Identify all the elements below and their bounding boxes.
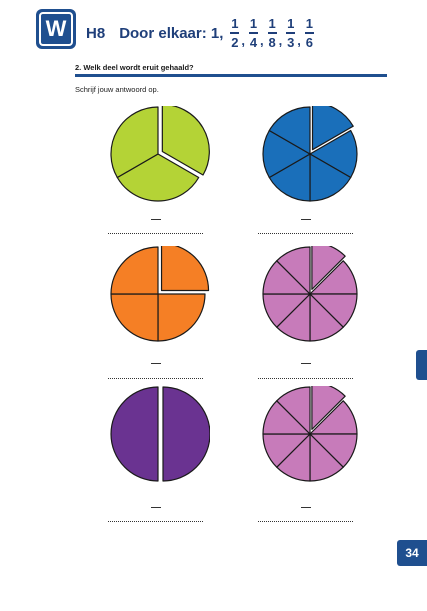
pie-slice — [262, 129, 311, 179]
answer-line[interactable] — [108, 378, 203, 379]
pie-pink-eighths-second — [262, 386, 358, 482]
pie-slice — [110, 246, 159, 295]
logo: W — [36, 9, 76, 49]
pie-slice — [276, 386, 311, 435]
answer-line[interactable] — [108, 521, 203, 522]
pie-slice — [110, 386, 159, 482]
fraction-numerator-line — [151, 363, 161, 364]
pie-slice-removed — [160, 246, 210, 292]
pie-orange-quarters — [110, 246, 210, 342]
answer-line[interactable] — [258, 521, 353, 522]
pie-slice — [110, 293, 159, 342]
pie-slice — [309, 153, 352, 202]
pie-slice — [309, 129, 358, 179]
pie-slice-removed — [311, 246, 346, 290]
chapter-title: Door elkaar: 1, — [119, 24, 224, 42]
title-rule — [75, 74, 387, 77]
pie-slice-removed — [311, 106, 354, 151]
chapter-number: H8 — [86, 24, 106, 42]
assignment-instruction: Schrijf jouw antwoord op. — [75, 85, 159, 94]
fraction-numerator-line — [301, 363, 311, 364]
pie-blue-sixths — [262, 106, 358, 202]
answer-line[interactable] — [108, 233, 203, 234]
fraction-numerator-line — [151, 219, 161, 220]
pie-slice — [268, 153, 311, 202]
pie-green-thirds — [110, 106, 210, 202]
logo-letter: W — [39, 12, 73, 46]
pie-slice-removed — [162, 386, 210, 482]
answer-line[interactable] — [258, 378, 353, 379]
pie-slice — [268, 106, 311, 155]
side-tab — [416, 350, 427, 380]
pie-slice — [276, 246, 311, 295]
fraction-numerator-line — [301, 507, 311, 508]
pie-slice-removed — [161, 106, 210, 176]
assignment-title: 2. Welk deel wordt eruit gehaald? — [75, 63, 194, 72]
fraction-numerator-line — [301, 219, 311, 220]
pie-slice-removed — [311, 386, 346, 430]
pie-pink-eighths — [262, 246, 358, 342]
answer-line[interactable] — [258, 233, 353, 234]
fraction-numerator-line — [151, 507, 161, 508]
page-number: 34 — [397, 540, 427, 566]
pie-slice — [110, 106, 159, 179]
pie-purple-halves — [110, 386, 210, 482]
pie-slice — [157, 293, 206, 342]
